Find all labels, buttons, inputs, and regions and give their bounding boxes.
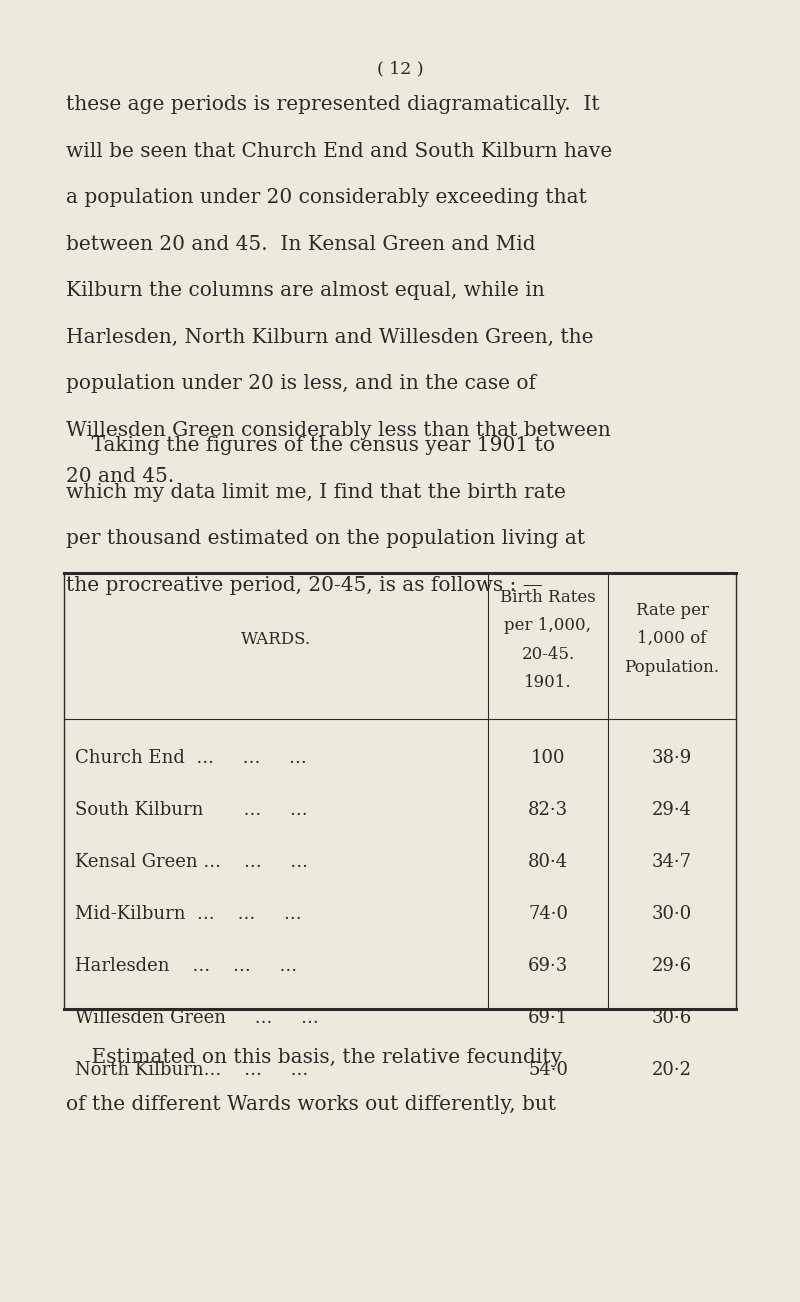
Text: 54·0: 54·0 (528, 1061, 568, 1079)
Text: of the different Wards works out differently, but: of the different Wards works out differe… (66, 1095, 555, 1113)
Text: Willesden Green considerably less than that between: Willesden Green considerably less than t… (66, 421, 610, 440)
Text: 38·9: 38·9 (652, 749, 692, 767)
Text: these age periods is represented diagramatically.  It: these age periods is represented diagram… (66, 95, 599, 115)
Text: which my data limit me, I find that the birth rate: which my data limit me, I find that the … (66, 483, 566, 501)
Text: per thousand estimated on the population living at: per thousand estimated on the population… (66, 529, 585, 548)
Text: Population.: Population. (625, 659, 719, 676)
Text: 74·0: 74·0 (528, 905, 568, 923)
Text: Kensal Green ...    ...     ...: Kensal Green ... ... ... (75, 853, 308, 871)
Text: 29·4: 29·4 (652, 801, 692, 819)
Text: 20-45.: 20-45. (522, 646, 574, 663)
Text: 29·6: 29·6 (652, 957, 692, 975)
Text: 100: 100 (530, 749, 566, 767)
Text: Mid-Kilburn  ...    ...     ...: Mid-Kilburn ... ... ... (75, 905, 302, 923)
Text: North Kilburn...    ...     ...: North Kilburn... ... ... (75, 1061, 309, 1079)
Text: 80·4: 80·4 (528, 853, 568, 871)
Text: 20·2: 20·2 (652, 1061, 692, 1079)
Text: will be seen that Church End and South Kilburn have: will be seen that Church End and South K… (66, 142, 612, 160)
Text: between 20 and 45.  In Kensal Green and Mid: between 20 and 45. In Kensal Green and M… (66, 234, 535, 254)
Text: 82·3: 82·3 (528, 801, 568, 819)
Text: 69·3: 69·3 (528, 957, 568, 975)
Text: Willesden Green     ...     ...: Willesden Green ... ... (75, 1009, 319, 1027)
Text: 34·7: 34·7 (652, 853, 692, 871)
Text: Estimated on this basis, the relative fecundity: Estimated on this basis, the relative fe… (66, 1048, 562, 1068)
Text: 1,000 of: 1,000 of (638, 630, 706, 647)
Text: WARDS.: WARDS. (241, 630, 311, 648)
Text: Harlesden    ...    ...     ...: Harlesden ... ... ... (75, 957, 298, 975)
Text: the procreative period, 20-45, is as follows : —: the procreative period, 20-45, is as fol… (66, 575, 542, 595)
Text: 69·1: 69·1 (528, 1009, 568, 1027)
Text: 1901.: 1901. (524, 674, 572, 691)
Text: Birth Rates: Birth Rates (500, 589, 596, 605)
Text: a population under 20 considerably exceeding that: a population under 20 considerably excee… (66, 187, 586, 207)
Text: 30·6: 30·6 (652, 1009, 692, 1027)
Text: Taking the figures of the census year 1901 to: Taking the figures of the census year 19… (66, 436, 554, 456)
Text: ( 12 ): ( 12 ) (377, 60, 423, 77)
Text: 30·0: 30·0 (652, 905, 692, 923)
Text: Harlesden, North Kilburn and Willesden Green, the: Harlesden, North Kilburn and Willesden G… (66, 328, 593, 346)
Text: population under 20 is less, and in the case of: population under 20 is less, and in the … (66, 374, 536, 393)
Text: per 1,000,: per 1,000, (505, 617, 591, 634)
Text: South Kilburn       ...     ...: South Kilburn ... ... (75, 801, 308, 819)
Text: Rate per: Rate per (635, 602, 709, 618)
Text: Kilburn the columns are almost equal, while in: Kilburn the columns are almost equal, wh… (66, 281, 544, 299)
Text: Church End  ...     ...     ...: Church End ... ... ... (75, 749, 307, 767)
Text: 20 and 45.: 20 and 45. (66, 467, 174, 486)
